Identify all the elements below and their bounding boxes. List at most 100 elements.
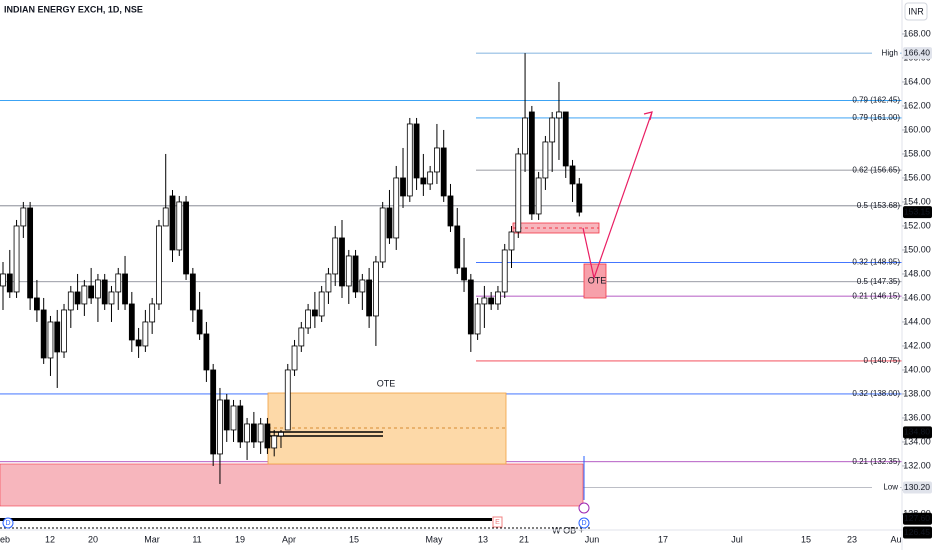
candle-body <box>508 231 515 251</box>
x-tick-label: Jul <box>731 534 743 544</box>
candle-body <box>67 291 74 311</box>
candle-body <box>549 117 556 143</box>
candle-body <box>366 279 373 317</box>
zone-label: OTE <box>377 378 396 388</box>
event-marker <box>578 502 590 514</box>
y-tick-label: 148.00 <box>903 268 931 278</box>
side-label: High <box>882 48 898 57</box>
candle-body <box>481 297 488 305</box>
candle-body <box>108 291 115 305</box>
candle-body <box>528 111 535 215</box>
candle-body <box>393 177 400 239</box>
candle-body <box>379 207 386 263</box>
candle-body <box>427 171 434 185</box>
candle-body <box>332 237 339 275</box>
candle-body <box>522 117 528 155</box>
price-tag <box>903 206 932 219</box>
candle-body <box>562 111 569 167</box>
fib-label: 0.5 (147.35) <box>857 277 900 286</box>
price-tag <box>903 47 932 60</box>
y-tick-label: 138.00 <box>903 388 931 398</box>
candle-body <box>569 165 576 185</box>
candle-body <box>501 249 508 293</box>
candle-body <box>576 183 583 213</box>
candle-body <box>515 153 522 233</box>
candle-body <box>257 423 264 443</box>
candle-body <box>250 423 257 443</box>
candle-body <box>556 111 562 119</box>
fib-label: 0.79 (162.45) <box>852 96 900 105</box>
candle-body <box>13 225 20 293</box>
candle-body <box>264 423 271 449</box>
candle-body <box>135 339 142 347</box>
side-label-bg <box>872 47 900 60</box>
candle-body <box>27 207 34 299</box>
candle-body <box>542 141 549 179</box>
candle-body <box>386 207 393 239</box>
x-tick-label: 12 <box>45 534 55 544</box>
demand-zone <box>0 463 584 507</box>
candle-body <box>291 345 298 371</box>
price-tag <box>903 512 932 525</box>
candle-body <box>176 201 183 251</box>
candle-body <box>0 273 6 287</box>
projection-arrow <box>582 111 653 281</box>
candle-body <box>311 309 318 317</box>
candle-body <box>162 207 169 227</box>
candle-body <box>203 333 210 371</box>
ob-line <box>0 518 492 521</box>
x-tick-label: eb <box>0 534 10 544</box>
candle-body <box>495 291 501 305</box>
candle-body <box>115 273 122 293</box>
x-tick-label: 21 <box>519 534 529 544</box>
candle-body <box>40 309 47 359</box>
candle-body <box>34 297 40 311</box>
candle-body <box>61 309 67 353</box>
ote-target <box>583 263 607 299</box>
candle-body <box>305 309 312 329</box>
arrow-head <box>643 111 653 121</box>
candle-body <box>474 303 481 335</box>
x-tick-label: 19 <box>235 534 245 544</box>
candle-body <box>169 195 176 251</box>
candle-body <box>271 435 278 449</box>
zone-label: OTE <box>588 275 607 285</box>
side-label: Low <box>883 483 898 492</box>
candle-body <box>54 321 61 353</box>
candle-body <box>339 237 345 287</box>
y-tick-label: 140.00 <box>903 364 931 374</box>
candle-body <box>230 405 237 431</box>
x-tick-label: 15 <box>801 534 811 544</box>
currency[interactable]: INR <box>908 6 924 16</box>
candle-body <box>142 321 149 347</box>
y-tick-label: 160.00 <box>903 124 931 134</box>
x-tick-label: 11 <box>192 534 201 544</box>
candle-body <box>122 273 128 305</box>
fib-label: 0.21 (146.15) <box>852 291 900 300</box>
candle-body <box>149 303 156 323</box>
side-label-bg <box>872 481 900 494</box>
candle-body <box>88 285 95 299</box>
x-tick-label: Mar <box>144 534 160 544</box>
x-tick-label: Jun <box>585 534 600 544</box>
price-tag <box>903 526 932 539</box>
candle-body <box>400 177 406 197</box>
price-tag-label: 153.15 <box>904 206 930 216</box>
candle-body <box>217 399 223 455</box>
x-tick-label: 23 <box>847 534 857 544</box>
fib-label: 0.62 (156.65) <box>852 165 900 174</box>
event-marker-label: D <box>581 520 586 527</box>
currency-button[interactable] <box>904 2 928 21</box>
candle-body <box>359 279 366 293</box>
event-marker <box>492 516 503 528</box>
x-tick-label: 13 <box>478 534 488 544</box>
x-tick-label: Apr <box>282 534 296 544</box>
candle-body <box>298 327 305 347</box>
fib-label: 0.21 (132.35) <box>852 457 900 466</box>
x-tick-label: 17 <box>658 534 668 544</box>
y-tick-label: 132.00 <box>903 460 931 470</box>
x-tick-label: May <box>425 534 443 544</box>
candle-body <box>284 369 291 431</box>
y-tick-label: 142.00 <box>903 340 931 350</box>
